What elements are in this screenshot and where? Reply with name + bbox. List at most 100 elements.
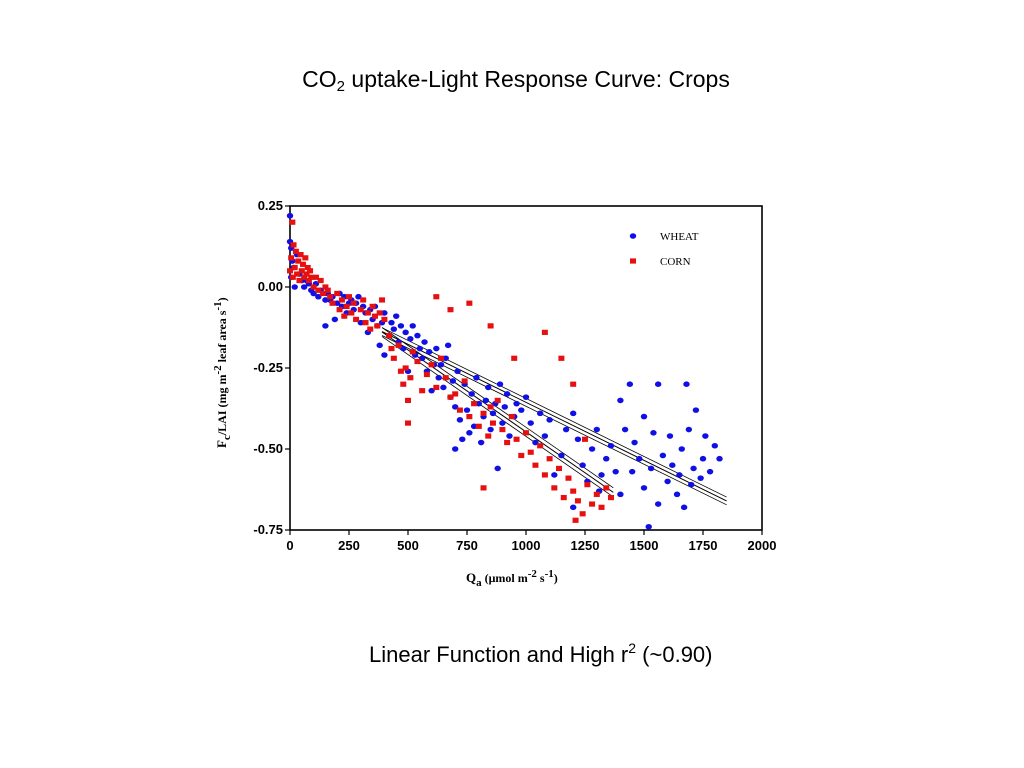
x-axis-label: Qa (μmol m-2 s-1) xyxy=(466,568,558,589)
corn-point xyxy=(504,439,511,446)
wheat-point xyxy=(546,417,553,423)
corn-point xyxy=(291,264,298,271)
wheat-point xyxy=(631,439,638,446)
wheat-point xyxy=(310,290,317,297)
corn-point xyxy=(307,268,314,274)
wheat-point xyxy=(459,436,466,443)
corn-point xyxy=(289,274,296,280)
wheat-point xyxy=(376,342,383,349)
corn-point xyxy=(485,433,492,439)
wheat-point xyxy=(381,310,388,316)
legend: WHEAT CORN xyxy=(629,231,699,268)
wheat-point xyxy=(496,381,504,388)
corn-point xyxy=(518,452,525,459)
corn-point xyxy=(409,349,416,355)
corn-point xyxy=(298,268,305,274)
x-tick-label: 1750 xyxy=(689,538,718,553)
corn-point xyxy=(388,345,395,352)
corn-point xyxy=(296,277,303,284)
wheat-point xyxy=(654,381,662,388)
y-tick-label: -0.75 xyxy=(253,522,283,537)
wheat-point xyxy=(334,300,341,307)
corn-point xyxy=(423,371,430,378)
corn-point xyxy=(297,252,304,258)
corn-point xyxy=(341,313,348,319)
x-tick-label: 1000 xyxy=(512,538,541,553)
y-tick-label: 0.00 xyxy=(258,279,283,294)
wheat-point xyxy=(454,368,461,375)
corn-point xyxy=(294,271,301,277)
corn-point xyxy=(322,284,329,290)
corn-point xyxy=(499,426,506,433)
wheat-point xyxy=(699,455,707,462)
wheat-point xyxy=(612,468,619,475)
corn-point xyxy=(541,472,548,478)
wheat-point xyxy=(400,345,407,352)
wheat-point xyxy=(711,442,718,449)
wheat-point xyxy=(683,381,690,388)
y-tick-label: 0.25 xyxy=(258,198,283,213)
x-tick-label: 1250 xyxy=(571,538,600,553)
corn-fit-band xyxy=(381,336,614,498)
corn-point xyxy=(572,517,579,523)
x-tick-label: 250 xyxy=(338,538,360,553)
plot-frame xyxy=(289,205,763,531)
wheat-point xyxy=(702,433,709,439)
wheat-fit-band xyxy=(381,335,727,506)
wheat-point xyxy=(654,501,662,507)
wheat-point xyxy=(532,439,539,446)
corn-point xyxy=(541,329,548,335)
corn-point xyxy=(428,362,435,368)
wheat-point xyxy=(645,523,652,530)
wheat-point xyxy=(494,465,501,472)
wheat-point xyxy=(690,465,697,472)
legend-marker-wheat xyxy=(629,233,637,239)
corn-point xyxy=(289,219,296,225)
wheat-point xyxy=(473,374,480,381)
wheat-point xyxy=(603,455,610,462)
wheat-point xyxy=(676,472,683,478)
y-tick-label: -0.50 xyxy=(253,441,283,456)
wheat-point xyxy=(685,426,693,433)
wheat-point xyxy=(482,397,490,404)
corn-point xyxy=(407,375,414,381)
corn-point xyxy=(570,381,577,387)
corn-point xyxy=(556,465,563,472)
wheat-point xyxy=(414,332,421,339)
wheat-point xyxy=(355,293,362,300)
wheat-point xyxy=(381,352,388,358)
corn-point xyxy=(334,290,341,297)
wheat-point xyxy=(697,475,704,481)
corn-point xyxy=(570,488,577,494)
corn-point xyxy=(589,501,596,507)
wheat-point xyxy=(475,400,482,407)
wheat-point xyxy=(593,426,600,433)
corn-fit-band xyxy=(381,327,614,489)
wheat-point xyxy=(579,462,586,469)
wheat-point xyxy=(402,329,409,336)
legend-label-corn: CORN xyxy=(660,256,691,268)
corn-point xyxy=(537,443,544,449)
corn-point xyxy=(302,255,309,261)
wheat-point xyxy=(588,446,596,452)
corn-point xyxy=(317,277,324,284)
wheat-point xyxy=(506,433,513,439)
wheat-point xyxy=(680,504,688,511)
wheat-point xyxy=(518,407,525,413)
tick-labels: 0 250 500 750 1000 1250 1500 1750 2000 0.25 0.00 -0… xyxy=(253,198,776,553)
wheat-point xyxy=(426,349,433,355)
corn-point xyxy=(532,462,539,468)
wheat-point xyxy=(666,433,674,439)
wheat-point xyxy=(452,404,459,410)
wheat-point xyxy=(300,284,308,290)
legend-label-wheat: WHEAT xyxy=(660,231,699,243)
wheat-point xyxy=(322,297,329,303)
corn-point xyxy=(584,482,591,488)
corn-point xyxy=(551,485,558,491)
corn-point xyxy=(487,323,494,329)
corn-point xyxy=(336,307,343,313)
wheat-point xyxy=(470,423,478,430)
corn-point xyxy=(471,401,478,407)
legend-marker-corn xyxy=(630,258,636,264)
corn-point xyxy=(513,436,520,442)
